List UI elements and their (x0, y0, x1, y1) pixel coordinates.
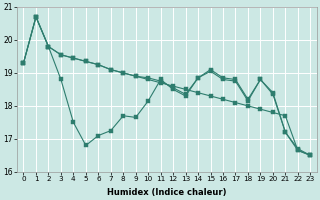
X-axis label: Humidex (Indice chaleur): Humidex (Indice chaleur) (107, 188, 227, 197)
